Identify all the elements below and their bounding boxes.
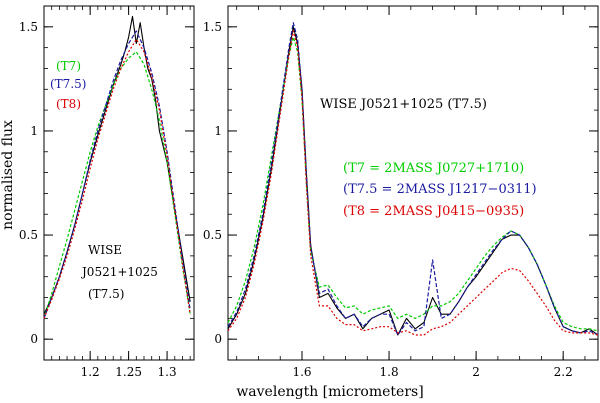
right-x-tick-label: 2.2: [554, 365, 573, 379]
left-object-line1: WISE: [88, 243, 122, 257]
left-object-line2: J0521+1025: [80, 265, 158, 279]
left-y-tick-label: 1: [30, 124, 38, 138]
right-panel: 1.6 1.8 2 2.2 0 0.5 1 1.5: [203, 5, 599, 379]
left-x-tick-label: 1.25: [115, 365, 142, 379]
legend-right-t7: (T7 = 2MASS J0727+1710): [343, 161, 524, 176]
left-panel: 1.2 1.25 1.3 0 0.5 1 1.5: [19, 5, 195, 379]
right-y-tick-label: 0.5: [203, 228, 222, 242]
right-title: WISE J0521+1025 (T7.5): [320, 97, 487, 112]
right-series-line-3: [227, 30, 599, 336]
right-y-tick-label: 0: [214, 332, 222, 346]
legend-left-t8: (T8): [56, 97, 81, 111]
right-y-tick-label: 1.5: [203, 20, 222, 34]
right-x-tick-label: 2: [472, 365, 480, 379]
right-series-line-0: [227, 26, 599, 336]
left-y-tick-label: 1.5: [19, 20, 38, 34]
legend-left-t75: (T7.5): [50, 77, 86, 91]
right-series-line-2: [227, 22, 599, 336]
right-plot-frame: [227, 5, 599, 361]
left-y-tick-label: 0: [30, 332, 38, 346]
left-y-tick-label: 0.5: [19, 228, 38, 242]
right-y-tick-label: 1: [214, 124, 222, 138]
left-object-line3: (T7.5): [88, 287, 124, 301]
left-series-line-3: [43, 38, 191, 319]
left-series-line-1: [43, 51, 191, 319]
left-plot-frame: [43, 5, 195, 361]
right-x-tick-label: 1.6: [292, 365, 311, 379]
right-x-tick-label: 1.8: [380, 365, 399, 379]
left-x-tick-label: 1.3: [158, 365, 177, 379]
x-axis-title: wavelength [micrometers]: [236, 384, 423, 400]
y-axis-title: normalised flux: [0, 120, 16, 230]
legend-right-t75: (T7.5 = 2MASS J1217−0311): [343, 182, 537, 197]
left-x-tick-label: 1.2: [81, 365, 100, 379]
legend-left-t7: (T7): [56, 59, 81, 73]
legend-right-t8: (T8 = 2MASS J0415−0935): [343, 204, 524, 219]
left-series-line-2: [43, 30, 191, 319]
